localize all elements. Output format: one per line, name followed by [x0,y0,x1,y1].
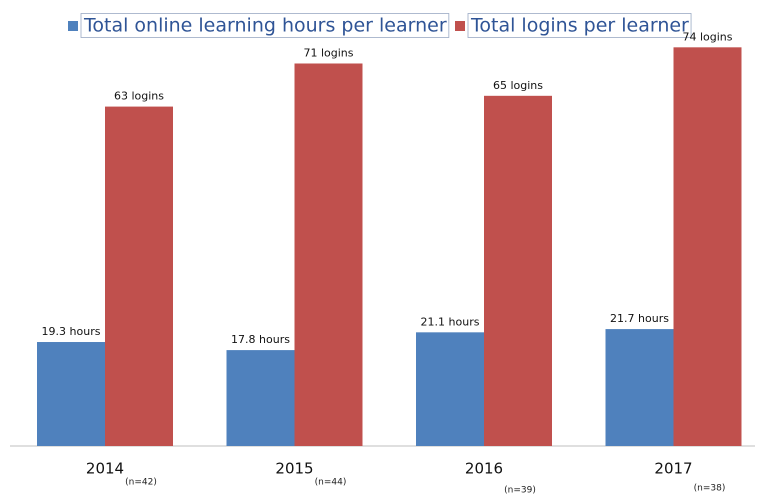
data-label: 21.7 hours [610,312,669,325]
bar [673,47,742,446]
data-label: 19.3 hours [42,325,101,338]
annotation: (n=42) [125,478,157,488]
legend-box [467,13,692,38]
data-label: 71 logins [303,46,353,59]
data-label: 21.1 hours [421,315,480,328]
legend-box [80,13,450,38]
annotation: (n=38) [694,484,726,494]
annotation: (n=39) [504,486,536,494]
data-label: 65 logins [493,79,543,92]
bar [37,342,105,446]
data-label: 17.8 hours [231,333,290,346]
bar [294,63,363,447]
x-tick-label: 2014 [86,460,124,478]
bar [605,329,674,446]
bar [484,95,552,446]
x-tick-label: 2017 [654,460,692,478]
annotation: (n=44) [315,478,347,488]
bar [105,106,173,447]
x-tick-label: 2015 [275,460,313,478]
bar [416,332,484,446]
x-tick-label: 2016 [465,460,503,478]
data-label: 74 logins [682,30,732,43]
legend-swatch [68,21,78,31]
legend-swatch [455,21,465,31]
legend-label: Total online learning hours per learner [83,15,447,37]
bar [226,350,295,446]
data-label: 63 logins [114,90,164,103]
legend-label: Total logins per learner [470,15,689,37]
